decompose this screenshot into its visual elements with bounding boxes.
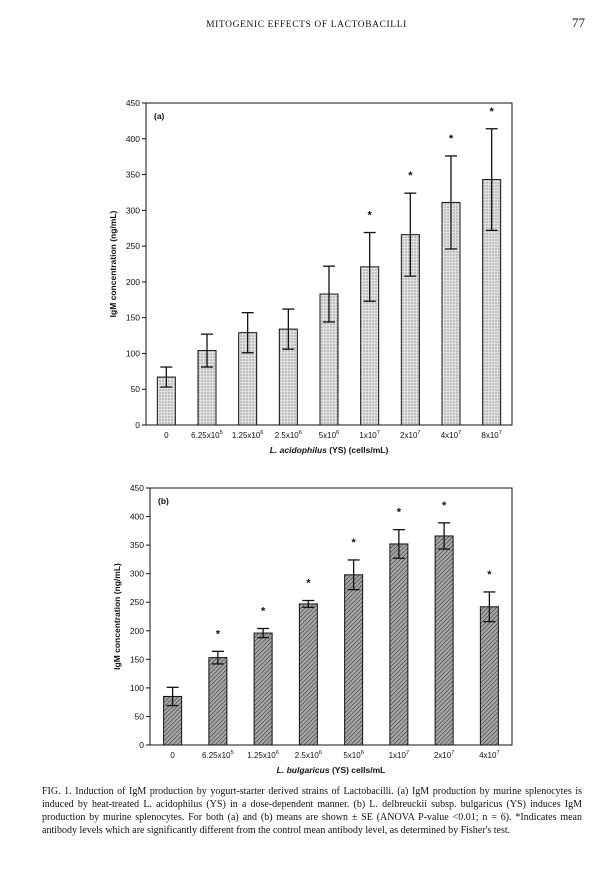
y-tick-label: 400: [130, 512, 144, 522]
significance-asterisk: *: [408, 170, 413, 182]
y-tick-label: 50: [131, 384, 141, 394]
bar: [389, 543, 409, 746]
significance-asterisk: *: [397, 507, 402, 519]
y-tick-label: 200: [130, 626, 144, 636]
significance-asterisk: *: [442, 500, 447, 512]
y-tick-label: 250: [130, 597, 144, 607]
category-label: 6.25x105: [202, 750, 234, 760]
bar: [434, 535, 454, 746]
caption-text: Induction of IgM production by yogurt-st…: [42, 786, 582, 836]
y-tick-label: 50: [135, 711, 145, 721]
category-label: 1.25x106: [232, 430, 264, 440]
significance-asterisk: *: [368, 210, 373, 222]
category-label: 2x107: [434, 750, 455, 760]
category-label: 1x107: [389, 750, 410, 760]
significance-asterisk: *: [261, 605, 266, 617]
category-label: 5x106: [319, 430, 340, 440]
y-tick-label: 100: [126, 348, 140, 358]
chart-panel-a: 0 50 100 150 200 250 300 350 400 450 IgM concentra…: [108, 98, 513, 455]
category-label: 2x107: [400, 430, 421, 440]
y-tick-label: 0: [139, 740, 144, 750]
y-tick-label: 250: [126, 241, 140, 251]
chart-panel-b: 0 50 100 150 200 250 300 350 400 450 IgM concentra…: [112, 483, 513, 775]
y-tick-label: 300: [126, 205, 140, 215]
category-label: 2.5x106: [275, 430, 302, 440]
category-label: 0: [170, 751, 175, 760]
figure-caption: FIG. 1. Induction of IgM production by y…: [42, 785, 582, 837]
significance-asterisk: *: [351, 537, 356, 549]
bar: [253, 632, 273, 746]
x-axis-label: L. bulgaricus (YS) cells/mL: [277, 765, 386, 775]
bar: [298, 603, 318, 746]
x-axis-label: L. acidophilus (YS) (cells/mL): [270, 445, 389, 455]
category-label: 1x107: [359, 430, 380, 440]
y-tick-label: 150: [126, 313, 140, 323]
category-label: 4x107: [479, 750, 500, 760]
category-label: 6.25x105: [191, 430, 223, 440]
y-axis-label: IgM concentration (ng/mL): [112, 563, 122, 670]
running-head: MITOGENIC EFFECTS OF LACTOBACILLI: [206, 20, 407, 30]
plot-frame: [149, 487, 513, 746]
category-label: 1.25x106: [247, 750, 279, 760]
y-tick-label: 300: [130, 569, 144, 579]
significance-asterisk: *: [487, 569, 492, 581]
page-number: 77: [572, 15, 585, 30]
significance-asterisk: *: [490, 106, 495, 118]
y-tick-label: 350: [130, 540, 144, 550]
caption-label: FIG. 1.: [42, 786, 72, 797]
category-label: 8x107: [481, 430, 502, 440]
significance-asterisk: *: [306, 578, 311, 590]
bar: [479, 606, 499, 746]
significance-asterisk: *: [449, 133, 454, 145]
panel-label: (a): [154, 111, 165, 121]
y-axis-label: IgM concentration (ng/mL): [108, 210, 118, 317]
y-tick-label: 200: [126, 277, 140, 287]
y-tick-label: 400: [126, 134, 140, 144]
y-tick-label: 350: [126, 170, 140, 180]
y-tick-label: 100: [130, 683, 144, 693]
category-label: 5x106: [343, 750, 364, 760]
category-label: 0: [164, 431, 169, 440]
category-label: 4x107: [441, 430, 462, 440]
y-tick-label: 450: [130, 483, 144, 493]
bar: [344, 574, 364, 746]
y-tick-label: 450: [126, 98, 140, 108]
panel-label: (b): [158, 496, 169, 506]
y-tick-label: 0: [135, 420, 140, 430]
y-tick-label: 150: [130, 654, 144, 664]
category-label: 2.5x106: [295, 750, 322, 760]
bar: [208, 657, 228, 746]
significance-asterisk: *: [216, 628, 221, 640]
